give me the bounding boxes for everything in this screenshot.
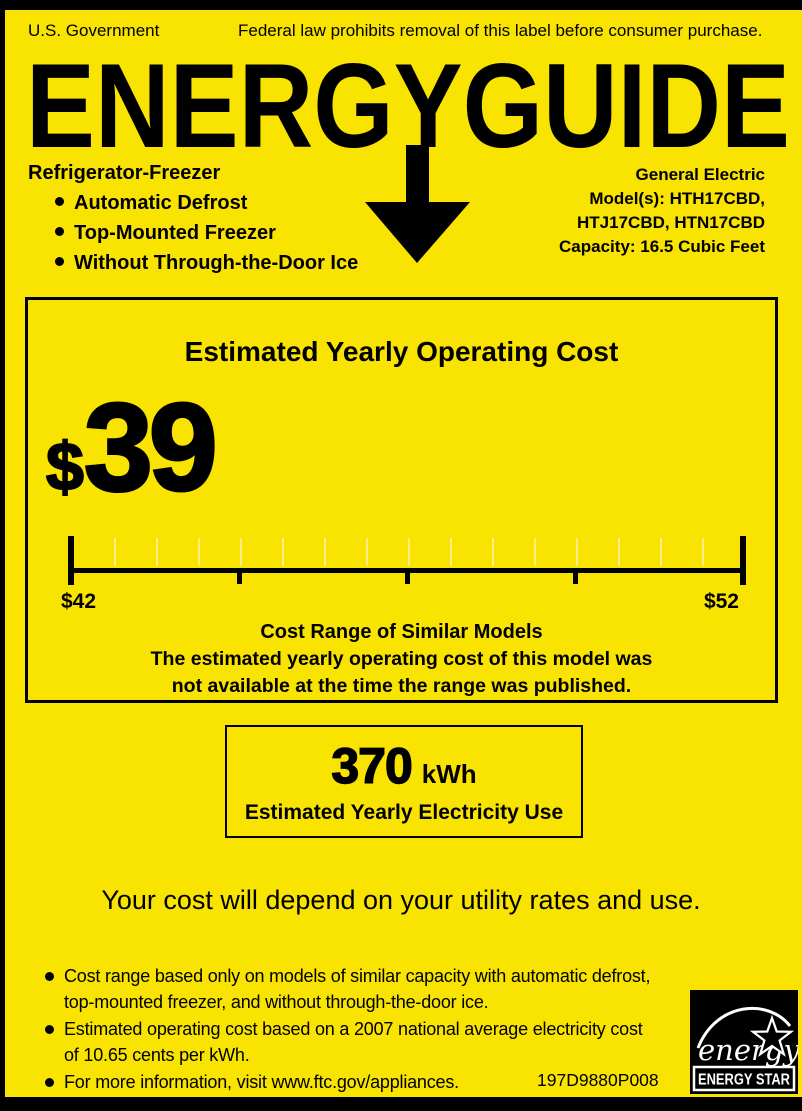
feature-item: Automatic Defrost <box>55 192 247 215</box>
model-numbers-line: Model(s): HTH17CBD, <box>589 189 765 208</box>
kwh-value: 370 <box>331 738 414 794</box>
down-arrow-icon <box>365 145 470 263</box>
label-border-top <box>0 0 802 10</box>
appliance-category: Refrigerator-Freezer <box>28 162 221 184</box>
model-numbers-line: HTJ17CBD, HTN17CBD <box>577 213 765 232</box>
feature-item: Top-Mounted Freezer <box>55 222 276 245</box>
utility-rates-note: Your cost will depend on your utility ra… <box>101 885 701 915</box>
kwh-unit: kWh <box>421 759 477 789</box>
scale-min-label: $42 <box>61 590 97 613</box>
footnote-line: top-mounted freezer, and without through… <box>64 992 489 1012</box>
cost-amount: 39 <box>82 379 219 517</box>
feature-item: Without Through-the-Door Ice <box>55 252 358 275</box>
brand-name: General Electric <box>635 165 765 184</box>
operating-cost-box: Estimated Yearly Operating Cost $39 $42 … <box>25 297 778 703</box>
cost-box-title: Estimated Yearly Operating Cost <box>184 336 619 367</box>
currency-symbol: $ <box>45 429 85 505</box>
bullet-icon <box>45 1078 54 1087</box>
footnote-line: Cost range based only on models of simil… <box>64 966 651 986</box>
energyguide-wordmark: ENERGYGUIDE <box>26 56 790 154</box>
part-number: 197D9880P008 <box>537 1070 659 1090</box>
label-border-left <box>0 0 5 1111</box>
scale-note-line: not available at the time the range was … <box>171 675 632 697</box>
us-government-text: U.S. Government <box>28 21 160 40</box>
feature-label: Without Through-the-Door Ice <box>74 252 359 274</box>
feature-label: Top-Mounted Freezer <box>74 222 276 244</box>
electricity-use-value-row: 370 kWh <box>227 738 581 794</box>
scale-tick <box>573 568 578 584</box>
scale-caption: Cost Range of Similar Models <box>260 621 543 643</box>
footnote-item: Estimated operating cost based on a 2007… <box>45 1016 665 1068</box>
electricity-use-caption: Estimated Yearly Electricity Use <box>244 801 564 824</box>
bullet-icon <box>45 1025 54 1034</box>
star-icon <box>749 1014 795 1057</box>
electricity-use-box: 370 kWh Estimated Yearly Electricity Use <box>225 725 583 838</box>
scale-left-endcap <box>68 536 74 585</box>
feature-label: Automatic Defrost <box>74 192 248 214</box>
footnote-line: of 10.65 cents per kWh. <box>64 1045 250 1065</box>
bullet-icon <box>55 257 64 266</box>
energy-star-logo: energy ENERGY STAR <box>690 990 798 1094</box>
footnote-line: For more information, visit www.ftc.gov/… <box>64 1072 459 1092</box>
scale-note-line: The estimated yearly operating cost of t… <box>150 648 653 670</box>
energy-star-arc <box>696 1006 792 1049</box>
scale-tick <box>237 568 242 584</box>
bullet-icon <box>55 197 64 206</box>
bullet-icon <box>45 972 54 981</box>
scale-right-endcap <box>740 536 746 585</box>
cost-scale-ghost-ticks <box>74 538 738 566</box>
federal-law-text: Federal law prohibits removal of this la… <box>238 21 763 40</box>
scale-tick <box>405 568 410 584</box>
capacity-text: Capacity: 16.5 Cubic Feet <box>559 237 765 256</box>
footnotes-list: Cost range based only on models of simil… <box>45 963 665 1096</box>
footnote-line: Estimated operating cost based on a 2007… <box>64 1019 643 1039</box>
energy-star-wordmark: ENERGY STAR <box>698 1072 790 1089</box>
scale-max-label: $52 <box>703 590 739 613</box>
footnote-item: For more information, visit www.ftc.gov/… <box>45 1069 665 1095</box>
bullet-icon <box>55 227 64 236</box>
footnote-item: Cost range based only on models of simil… <box>45 963 665 1015</box>
label-border-bottom <box>0 1097 802 1111</box>
yearly-cost-value: $39 <box>45 379 219 517</box>
energyguide-wordmark-text: ENERGYGUIDE <box>26 56 790 154</box>
manufacturer-block: General Electric Model(s): HTH17CBD, HTJ… <box>559 163 765 259</box>
